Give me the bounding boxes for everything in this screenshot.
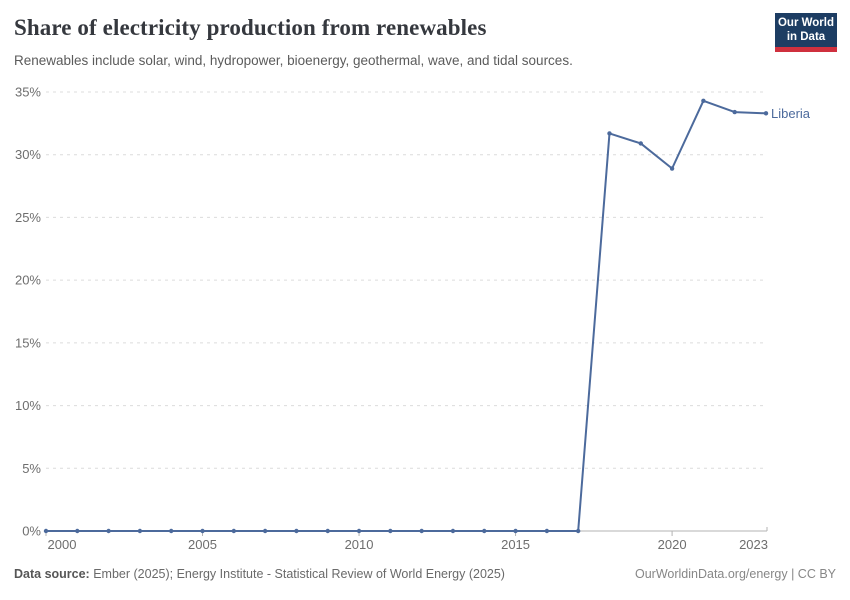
data-point[interactable] [137,528,143,534]
y-axis-tick-label: 30% [15,147,41,162]
data-point[interactable] [732,109,737,115]
data-point[interactable] [75,528,80,534]
data-point[interactable] [294,528,299,534]
y-axis-tick-label: 25% [15,210,41,225]
data-point[interactable] [231,528,237,534]
data-point[interactable] [356,528,362,534]
data-point[interactable] [607,131,612,136]
data-point[interactable] [544,528,550,534]
y-axis-tick-label: 0% [22,524,41,539]
data-point[interactable] [701,98,706,103]
y-axis-tick-label: 35% [15,85,41,100]
owid-logo-line2: in Data [786,31,826,43]
data-point[interactable] [325,528,330,534]
y-axis-tick-label: 5% [22,461,41,476]
x-axis-tick-label: 2015 [501,537,530,552]
x-axis-tick-label: 2000 [48,537,77,552]
data-source-text: Ember (2025); Energy Institute - Statist… [89,567,505,581]
data-point[interactable] [200,528,205,534]
owid-logo: Our World in Data [775,13,837,52]
owid-logo-line1: Our World [777,17,834,29]
chart-title: Share of electricity production from ren… [14,15,487,40]
data-point[interactable] [106,528,111,534]
series-end-label[interactable]: Liberia [771,106,811,121]
y-axis-tick-label: 15% [15,335,41,350]
data-point[interactable] [419,528,424,534]
data-point[interactable] [669,166,675,171]
data-point[interactable] [43,528,49,534]
data-point[interactable] [450,528,456,534]
data-point[interactable] [482,528,487,534]
chart-subtitle: Renewables include solar, wind, hydropow… [14,53,573,68]
x-axis-tick-label: 2010 [345,537,374,552]
data-point[interactable] [575,528,581,534]
data-point[interactable] [763,111,769,116]
data-source-label: Data source: [14,567,90,581]
x-axis-tick-label: 2020 [658,537,687,552]
data-point[interactable] [388,528,393,534]
y-axis-tick-label: 20% [15,273,41,288]
data-point[interactable] [513,528,518,534]
license-note: OurWorldinData.org/energy | CC BY [634,567,836,581]
y-axis-tick-label: 10% [15,398,41,413]
data-point[interactable] [262,528,268,534]
x-axis-tick-label: 2023 [739,537,768,552]
data-point[interactable] [169,528,174,534]
data-source-note: Data source: Ember (2025); Energy Instit… [14,567,505,581]
data-line[interactable] [45,99,767,532]
data-point[interactable] [638,141,643,146]
x-axis-tick-label: 2005 [188,537,217,552]
